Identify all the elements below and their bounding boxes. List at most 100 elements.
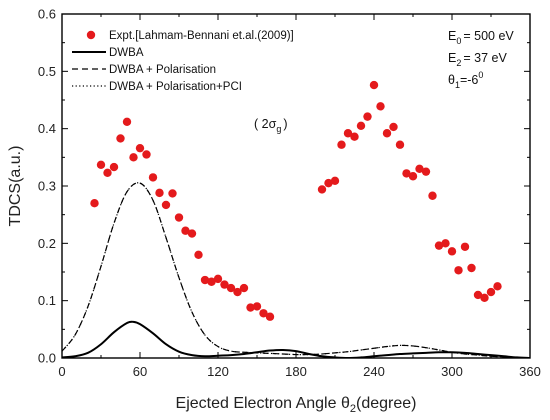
data-point: [421, 167, 431, 176]
data-point: [447, 247, 457, 256]
data-point: [402, 169, 411, 178]
data-point: [239, 283, 249, 293]
data-point: [454, 266, 463, 275]
annotation-scattering-angle: θ1=-60: [448, 70, 483, 90]
data-point: [155, 188, 164, 198]
data-point: [122, 117, 132, 126]
annotation-theta-main: θ: [448, 73, 455, 87]
x-tick-label: 60: [133, 364, 147, 379]
y-tick-label: 0.1: [38, 293, 56, 308]
annotation-orbital-post: ): [283, 117, 287, 131]
data-point: [356, 121, 366, 130]
legend-label-pci: DWBA + Polarisation+PCI: [109, 81, 242, 93]
annotation-e0-rest: = 500 eV: [463, 29, 514, 43]
data-point: [194, 250, 203, 259]
data-point: [96, 160, 106, 169]
annotation-e2-rest: = 37 eV: [463, 51, 507, 65]
y-tick-label: 0.6: [38, 7, 56, 22]
data-point: [486, 287, 496, 297]
data-point: [467, 263, 476, 273]
data-point: [337, 140, 346, 149]
data-point: [480, 293, 489, 302]
x-tick-label: 120: [207, 364, 229, 379]
legend-marker-expt: [86, 30, 96, 40]
y-axis: 0.0 0.1 0.2 0.3 0.4 0.5 0.6: [38, 7, 530, 366]
data-point: [493, 282, 502, 291]
data-point: [408, 172, 418, 181]
annotation-orbital-pre: ( 2σ: [254, 117, 277, 131]
y-tick-label: 0.2: [38, 236, 56, 251]
data-point: [324, 178, 333, 188]
annotation-e2-sub: 2: [456, 58, 461, 68]
data-point: [441, 239, 450, 248]
data-point: [226, 283, 236, 293]
x-axis-title-sub: 2: [350, 403, 356, 415]
legend-label-dwba: DWBA: [109, 47, 144, 59]
annotation-e0-main: E: [448, 29, 456, 43]
data-point: [174, 213, 184, 222]
data-point: [161, 200, 171, 210]
x-axis-title: Ejected Electron Angle θ2(degree): [176, 395, 417, 415]
x-tick-label: 180: [285, 364, 307, 379]
data-point: [330, 176, 340, 186]
data-point: [415, 164, 424, 173]
data-point: [259, 309, 268, 318]
data-point: [168, 189, 177, 198]
data-point: [382, 129, 392, 138]
annotation-theta-sub: 1: [455, 80, 460, 90]
data-point: [103, 168, 112, 178]
annotation-theta-rest: =-6: [460, 73, 478, 87]
data-point: [369, 80, 379, 90]
data-point: [428, 191, 437, 200]
y-tick-label: 0.4: [38, 121, 56, 136]
y-tick-label: 0.0: [38, 351, 56, 366]
data-point: [207, 277, 216, 286]
annotation-e2-main: E: [448, 51, 456, 65]
data-point: [116, 134, 125, 143]
y-tick-label: 0.5: [38, 64, 56, 79]
annotation-ejected-energy: E2 = 37 eV: [448, 51, 507, 68]
data-point: [343, 129, 353, 138]
x-axis-title-suffix: (degree): [356, 395, 416, 412]
data-point: [109, 162, 119, 172]
x-tick-label: 0: [58, 364, 65, 379]
data-point: [187, 229, 197, 238]
x-tick-label: 300: [441, 364, 463, 379]
data-point: [376, 102, 385, 111]
data-point: [363, 112, 372, 121]
annotation-e0-sub: 0: [456, 36, 461, 46]
data-point: [389, 122, 398, 132]
x-axis-title-main: Ejected Electron Angle θ: [176, 395, 350, 412]
data-point: [460, 242, 470, 251]
data-point: [395, 140, 405, 149]
x-tick-label: 360: [519, 364, 541, 379]
x-tick-label: 240: [363, 364, 385, 379]
data-point: [148, 173, 158, 182]
data-point: [135, 143, 145, 153]
data-point: [265, 312, 275, 321]
legend: Expt.[Lahmam-Bennani et.al.(2009)] DWBA …: [72, 30, 294, 93]
annotation-orbital: ( 2σg): [254, 117, 288, 134]
data-point: [90, 199, 99, 208]
data-point: [317, 185, 327, 194]
plot-area: [62, 14, 530, 358]
legend-label-expt: Expt.[Lahmam-Bennani et.al.(2009)]: [109, 30, 294, 42]
y-tick-label: 0.3: [38, 179, 56, 194]
data-point: [233, 287, 242, 297]
y-axis-title: TDCS(a.u.): [7, 146, 24, 227]
annotations: E0 = 500 eV E2 = 37 eV θ1=-60 ( 2σg): [254, 29, 514, 134]
data-point: [350, 132, 359, 141]
legend-label-polarisation: DWBA + Polarisation: [109, 64, 216, 76]
data-point: [246, 303, 255, 312]
data-point: [213, 274, 223, 284]
data-point: [220, 280, 229, 289]
data-point: [200, 275, 210, 285]
data-point: [181, 226, 190, 235]
annotation-orbital-sub: g: [276, 124, 281, 134]
annotation-theta-sup: 0: [478, 70, 483, 80]
data-point: [473, 290, 483, 300]
annotation-incident-energy: E0 = 500 eV: [448, 29, 514, 46]
data-point: [129, 153, 138, 162]
